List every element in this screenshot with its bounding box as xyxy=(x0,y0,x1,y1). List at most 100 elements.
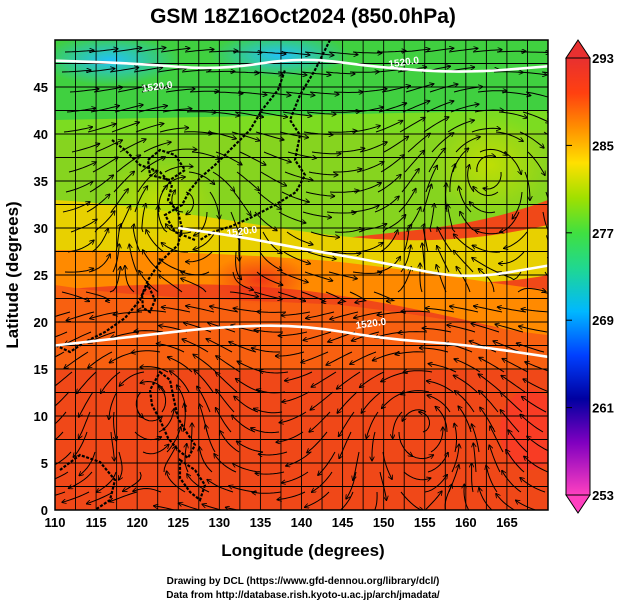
streamline xyxy=(473,443,477,473)
streamline xyxy=(427,395,451,413)
streamline xyxy=(328,51,358,55)
streamline xyxy=(71,144,100,153)
streamline xyxy=(424,48,454,53)
streamline xyxy=(207,131,236,139)
streamline xyxy=(167,149,197,153)
streamline xyxy=(517,343,545,353)
streamline xyxy=(202,504,224,510)
plot-frame xyxy=(54,39,549,511)
streamline xyxy=(302,211,331,217)
streamline xyxy=(305,491,330,507)
streamline xyxy=(431,133,454,153)
streamline xyxy=(166,427,181,453)
contour-label: 1520.0 xyxy=(388,55,420,70)
streamline xyxy=(401,311,431,312)
streamline xyxy=(282,471,309,483)
streamline xyxy=(181,70,211,73)
streamline xyxy=(88,254,110,273)
streamline xyxy=(189,91,219,92)
streamline xyxy=(306,311,335,318)
streamline xyxy=(159,386,167,413)
streamline xyxy=(79,451,96,476)
streamline xyxy=(260,371,289,373)
streamline xyxy=(191,423,192,452)
streamline xyxy=(318,451,336,475)
streamline xyxy=(253,72,283,74)
streamline xyxy=(220,431,240,453)
streamline xyxy=(459,187,472,213)
streamline xyxy=(125,266,135,293)
streamline xyxy=(252,492,282,493)
colorbar-tick-label: 269 xyxy=(592,313,614,328)
streamline xyxy=(516,500,538,510)
streamline xyxy=(512,191,523,219)
streamline xyxy=(157,344,185,353)
streamline xyxy=(281,311,311,315)
streamline xyxy=(549,172,564,197)
streamline xyxy=(424,475,447,493)
streamline xyxy=(486,466,498,493)
streamline xyxy=(496,51,526,52)
contour-line xyxy=(55,324,548,359)
streamline xyxy=(280,271,308,282)
streamline xyxy=(326,212,356,213)
streamline xyxy=(69,89,99,93)
streamline xyxy=(237,91,267,95)
streamline xyxy=(403,371,433,373)
streamline xyxy=(283,251,310,264)
streamline xyxy=(184,323,212,333)
streamline xyxy=(214,454,237,473)
streamline xyxy=(522,397,547,413)
streamline xyxy=(309,411,331,432)
streamline xyxy=(61,70,91,72)
streamline xyxy=(502,471,522,493)
streamline xyxy=(187,474,210,493)
streamline xyxy=(419,412,431,433)
streamline xyxy=(429,84,458,93)
streamline xyxy=(142,445,169,455)
streamline xyxy=(449,164,455,193)
streamline xyxy=(304,271,332,281)
streamline xyxy=(259,451,288,455)
streamline xyxy=(335,491,354,510)
x-tick-label: 120 xyxy=(126,515,148,530)
streamline xyxy=(229,291,258,297)
streamline xyxy=(208,51,238,52)
streamline xyxy=(541,291,548,294)
streamline xyxy=(65,181,93,193)
streamline xyxy=(89,175,113,193)
streamline xyxy=(194,370,214,393)
streamline xyxy=(508,430,528,453)
streamline xyxy=(87,124,116,133)
streamline xyxy=(258,111,287,117)
streamline xyxy=(55,431,64,441)
streamline xyxy=(519,326,548,333)
streamline xyxy=(194,211,208,236)
colorbar-bottom-arrow xyxy=(565,494,591,514)
contour-line xyxy=(178,226,548,278)
streamline xyxy=(478,374,502,393)
streamline xyxy=(186,191,195,215)
streamline xyxy=(92,157,118,173)
contour-line xyxy=(55,58,548,73)
x-tick-label: 160 xyxy=(455,515,477,530)
streamline xyxy=(479,488,493,510)
streamline xyxy=(77,371,97,393)
y-tick-labels: 0 5 10 15 20 25 30 35 40 45 xyxy=(34,80,48,518)
streamline xyxy=(352,272,382,273)
streamline xyxy=(134,186,147,213)
streamline xyxy=(549,232,551,261)
streamline xyxy=(277,491,306,500)
streamline xyxy=(477,91,507,92)
streamline xyxy=(346,471,357,499)
streamline xyxy=(525,91,548,98)
streamline xyxy=(547,252,548,261)
streamline xyxy=(85,291,111,301)
streamline xyxy=(301,291,327,302)
streamline xyxy=(110,189,128,213)
streamline xyxy=(135,124,164,133)
streamline xyxy=(95,140,122,153)
contour-label: 1520.0 xyxy=(226,224,258,239)
streamline xyxy=(282,111,312,116)
streamline xyxy=(160,48,190,53)
